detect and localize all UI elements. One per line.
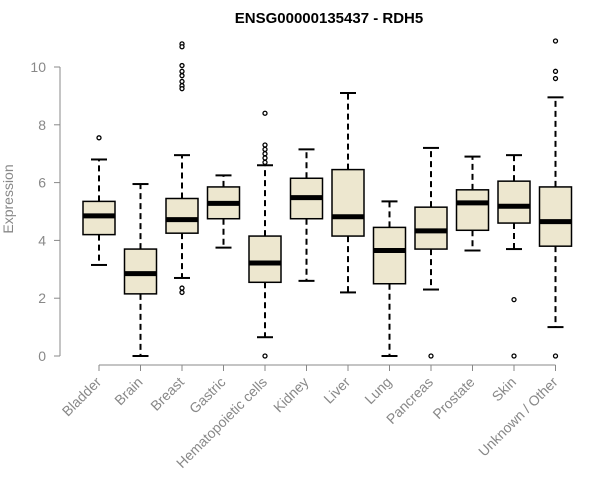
y-tick-label: 0 xyxy=(38,348,46,364)
box-group xyxy=(206,174,241,249)
outlier-point xyxy=(179,73,185,79)
outlier-point xyxy=(179,289,185,296)
box-group xyxy=(497,154,531,359)
box-group xyxy=(165,41,199,296)
box xyxy=(497,180,531,224)
y-axis: 0 2 4 6 8 10 xyxy=(30,59,61,364)
y-tick-label: 4 xyxy=(38,232,46,248)
y-tick-label: 6 xyxy=(38,175,46,191)
box-group xyxy=(372,200,407,357)
outlier-point xyxy=(552,75,559,82)
box xyxy=(414,206,448,250)
x-tick-label: Bladder xyxy=(59,374,105,420)
outlier-point xyxy=(96,135,102,141)
box-group xyxy=(123,183,158,357)
outlier-point xyxy=(552,353,559,359)
box-group xyxy=(455,155,490,252)
box-group xyxy=(248,110,282,359)
box-group xyxy=(289,148,324,282)
x-tick-label: Skin xyxy=(489,374,520,405)
outlier-point xyxy=(179,44,185,50)
outlier-point xyxy=(179,62,185,69)
box-group xyxy=(82,135,116,266)
x-tick-label: Lung xyxy=(361,374,394,407)
outlier-point xyxy=(262,155,268,161)
outlier-point xyxy=(262,159,268,166)
box-group xyxy=(414,146,448,359)
box-group xyxy=(538,38,573,359)
box xyxy=(538,186,573,247)
outlier-point xyxy=(179,78,185,85)
x-tick-label: Kidney xyxy=(270,374,312,416)
outlier-point xyxy=(262,142,268,148)
chart-title: ENSG00000135437 - RDH5 xyxy=(235,10,423,27)
outlier-point xyxy=(262,110,268,116)
outlier-point xyxy=(552,38,559,44)
outlier-point xyxy=(511,296,517,303)
box xyxy=(331,168,365,237)
x-tick-label: Liver xyxy=(320,374,353,407)
plot-area xyxy=(82,38,573,359)
box xyxy=(248,235,282,284)
box xyxy=(165,197,199,234)
box xyxy=(372,226,407,285)
outlier-point xyxy=(511,353,517,359)
x-tick-label: Breast xyxy=(147,374,187,414)
x-tick-label: Unknown / Other xyxy=(475,374,561,460)
outlier-point xyxy=(262,146,268,153)
y-tick-label: 10 xyxy=(30,59,46,75)
x-tick-label: Prostate xyxy=(429,374,477,422)
outlier-point xyxy=(179,86,185,92)
x-tick-label: Brain xyxy=(111,374,145,408)
box xyxy=(455,189,490,232)
y-axis-label: Expression xyxy=(0,164,16,233)
box-group xyxy=(331,92,365,294)
outlier-point xyxy=(262,151,268,157)
y-tick-label: 8 xyxy=(38,117,46,133)
y-tick-label: 2 xyxy=(38,290,46,306)
outlier-point xyxy=(179,68,185,74)
outlier-point xyxy=(179,285,185,291)
outlier-point xyxy=(428,353,434,359)
outlier-point xyxy=(262,353,268,359)
outlier-point xyxy=(552,68,559,74)
